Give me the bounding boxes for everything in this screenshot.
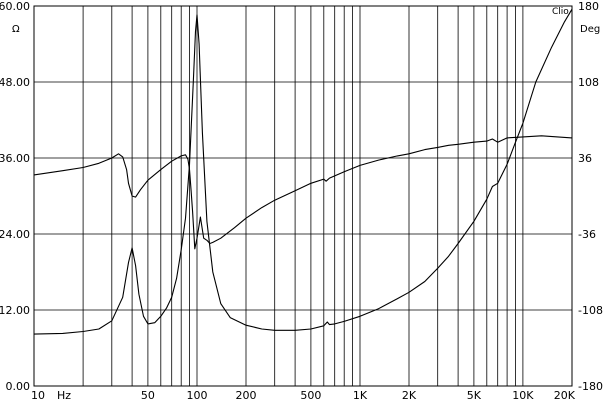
brand-label: Clio	[552, 7, 569, 17]
y-right-tick-label: 108	[578, 76, 599, 89]
y-left-tick-label: 0.00	[6, 380, 31, 393]
right-axis-unit: Deg	[580, 24, 600, 35]
x-tick-label: 10K	[512, 389, 534, 402]
grid-lines	[34, 5, 572, 387]
x-axis-unit: Hz	[57, 389, 71, 402]
y-right-tick-label: 36	[578, 152, 592, 165]
left-axis-unit: Ω	[12, 24, 20, 35]
y-right-tick-label: -36	[578, 228, 596, 241]
x-tick-label: 20K	[554, 389, 576, 402]
x-tick-label: 2K	[402, 389, 417, 402]
impedance-curve	[33, 8, 573, 335]
x-tick-label: 100	[187, 389, 208, 402]
x-tick-label: 200	[236, 389, 257, 402]
y-left-tick-label: 12.00	[0, 304, 30, 317]
y-left-tick-label: 60.00	[0, 0, 30, 13]
y-left-tick-label: 48.00	[0, 76, 30, 89]
y-right-tick-label: 180	[578, 0, 599, 13]
x-tick-label: 10	[31, 389, 45, 402]
x-tick-label: 50	[141, 389, 155, 402]
x-tick-label: 1K	[353, 389, 368, 402]
y-left-tick-label: 36.00	[0, 152, 30, 165]
series-layer	[33, 8, 573, 335]
x-tick-label: 500	[300, 389, 321, 402]
phase-curve	[33, 135, 573, 250]
y-left-tick-label: 24.00	[0, 228, 30, 241]
plot-frame	[33, 5, 573, 387]
y-right-tick-label: -180	[578, 380, 603, 393]
x-tick-label: 5K	[467, 389, 482, 402]
y-right-tick-label: -108	[578, 304, 603, 317]
